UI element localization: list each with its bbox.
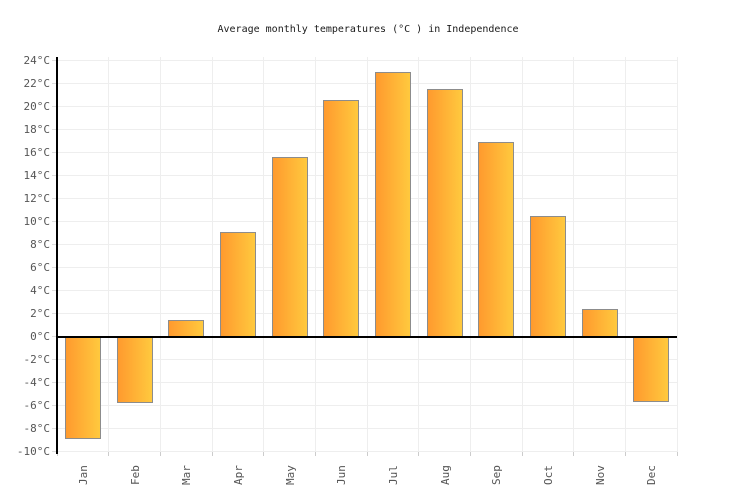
y-axis-tick bbox=[52, 428, 57, 429]
y-axis-tick bbox=[52, 290, 57, 291]
vertical-gridline bbox=[469, 57, 471, 452]
zero-baseline bbox=[57, 335, 677, 338]
y-axis-tick-label: 14°C bbox=[23, 168, 51, 182]
x-axis-tick bbox=[676, 451, 678, 456]
y-axis-tick-label: 2°C bbox=[30, 306, 50, 320]
x-axis-tick bbox=[56, 451, 58, 456]
vertical-gridline bbox=[159, 57, 161, 452]
vertical-gridline bbox=[211, 57, 213, 452]
y-axis-line bbox=[55, 57, 58, 454]
y-axis-tick-label: -6°C bbox=[23, 398, 51, 412]
vertical-gridline bbox=[521, 57, 523, 452]
y-axis-tick-label: 20°C bbox=[23, 99, 51, 113]
y-axis-tick bbox=[52, 221, 57, 222]
x-axis-tick bbox=[108, 451, 110, 456]
y-axis-tick bbox=[52, 267, 57, 268]
bar-jun bbox=[323, 99, 360, 337]
vertical-gridline bbox=[263, 57, 265, 452]
vertical-gridline bbox=[314, 57, 316, 452]
bar-dec bbox=[633, 336, 670, 403]
x-axis-tick bbox=[366, 451, 368, 456]
y-axis-tick bbox=[52, 451, 57, 452]
y-axis-tick bbox=[52, 60, 57, 61]
bar-sep bbox=[478, 142, 515, 337]
y-axis-tick-label: 8°C bbox=[30, 237, 50, 251]
bar-jul bbox=[374, 72, 411, 337]
y-axis-tick bbox=[52, 336, 57, 337]
y-axis-tick bbox=[52, 359, 57, 360]
bar-mar bbox=[168, 320, 205, 337]
x-axis-tick bbox=[469, 451, 471, 456]
bar-oct bbox=[529, 215, 566, 337]
y-axis-tick bbox=[52, 129, 57, 130]
y-axis-tick-label: 16°C bbox=[23, 145, 51, 159]
y-axis-tick bbox=[52, 106, 57, 107]
x-axis-tick bbox=[573, 451, 575, 456]
x-axis-label-sep: Sep bbox=[489, 464, 503, 485]
y-axis-tick-label: -8°C bbox=[23, 421, 51, 435]
x-axis-label-dec: Dec bbox=[644, 464, 658, 485]
bar-feb bbox=[116, 336, 153, 404]
vertical-gridline bbox=[573, 57, 575, 452]
y-axis-tick bbox=[52, 244, 57, 245]
y-axis-tick bbox=[52, 175, 57, 176]
x-axis-label-feb: Feb bbox=[128, 464, 141, 485]
x-axis-tick bbox=[418, 451, 420, 456]
x-axis-tick bbox=[263, 451, 265, 456]
x-axis-tick bbox=[624, 451, 626, 456]
vertical-gridline bbox=[418, 57, 420, 452]
y-axis-tick-label: 18°C bbox=[23, 122, 51, 136]
x-axis-label-mar: Mar bbox=[179, 464, 193, 485]
y-axis-tick-label: 22°C bbox=[23, 76, 51, 90]
x-axis-label-oct: Oct bbox=[541, 464, 555, 485]
y-axis-tick-label: 4°C bbox=[30, 283, 50, 297]
y-axis-tick-label: 10°C bbox=[23, 214, 51, 228]
y-axis-tick-label: -2°C bbox=[23, 352, 51, 366]
bar-aug bbox=[426, 89, 463, 337]
bar-may bbox=[271, 157, 308, 337]
x-axis-label-jul: Jul bbox=[386, 464, 400, 485]
y-axis-tick bbox=[52, 83, 57, 84]
x-axis-label-apr: Apr bbox=[231, 464, 245, 485]
y-axis-tick-label: 24°C bbox=[23, 53, 51, 67]
bar-apr bbox=[219, 231, 256, 337]
x-axis-label-jan: Jan bbox=[76, 464, 90, 485]
bar-jan bbox=[64, 336, 101, 439]
y-axis-tick-label: 0°C bbox=[30, 329, 50, 343]
x-axis-tick bbox=[159, 451, 161, 456]
x-axis-label-jun: Jun bbox=[334, 464, 348, 485]
y-axis-tick-label: -10°C bbox=[16, 444, 50, 458]
x-axis-label-may: May bbox=[283, 464, 296, 485]
y-axis-tick bbox=[52, 313, 57, 314]
y-axis-tick bbox=[52, 382, 57, 383]
y-axis-tick bbox=[52, 198, 57, 199]
chart-title: Average monthly temperatures (°C ) in In… bbox=[217, 24, 519, 35]
vertical-gridline bbox=[366, 57, 368, 452]
y-axis-tick-label: 12°C bbox=[23, 191, 51, 205]
vertical-gridline bbox=[108, 57, 110, 452]
bar-nov bbox=[581, 308, 618, 337]
x-axis-tick bbox=[211, 451, 213, 456]
y-axis-tick-label: -4°C bbox=[23, 375, 51, 389]
vertical-gridline bbox=[676, 57, 678, 452]
x-axis-label-aug: Aug bbox=[438, 464, 451, 485]
x-axis-tick bbox=[314, 451, 316, 456]
x-axis-label-nov: Nov bbox=[593, 464, 606, 485]
y-axis-tick bbox=[52, 152, 57, 153]
vertical-gridline bbox=[624, 57, 626, 452]
x-axis-tick bbox=[521, 451, 523, 456]
y-axis-tick-label: 6°C bbox=[30, 260, 50, 274]
y-axis-tick bbox=[52, 405, 57, 406]
